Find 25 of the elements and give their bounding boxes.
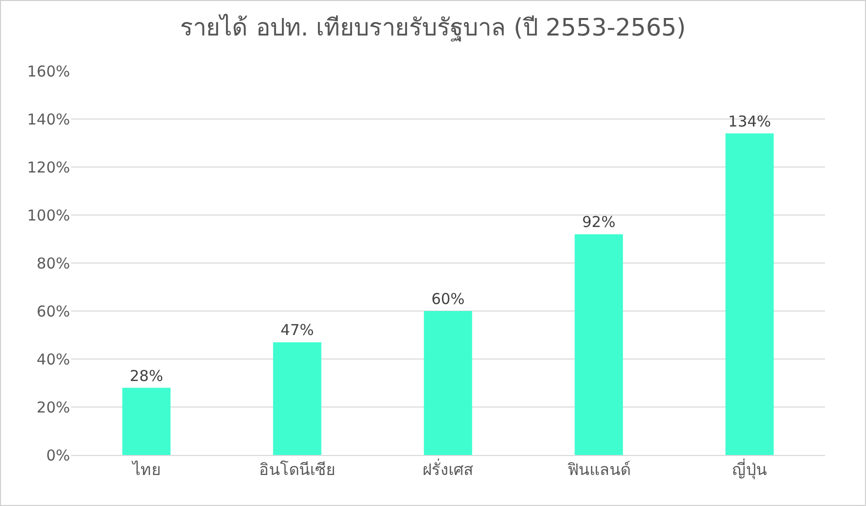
bar xyxy=(574,234,623,455)
data-label: 60% xyxy=(431,290,465,308)
x-tick-label: ฝรั่งเศส xyxy=(422,458,474,480)
x-tick-label: ญี่ปุ่น xyxy=(732,458,768,480)
x-tick-label: อินโดนีเซีย xyxy=(259,460,336,480)
y-tick-label: 60% xyxy=(36,302,70,320)
y-tick-label: 120% xyxy=(27,158,70,176)
y-tick-label: 20% xyxy=(36,398,70,416)
x-tick-label: ไทย xyxy=(130,460,160,480)
y-tick-label: 0% xyxy=(46,446,70,464)
y-tick-label: 160% xyxy=(27,62,70,80)
bar xyxy=(424,311,472,455)
y-tick-label: 40% xyxy=(36,350,70,368)
data-label: 47% xyxy=(280,321,314,340)
data-label: 92% xyxy=(582,213,616,232)
bar xyxy=(273,342,322,455)
y-tick-label: 140% xyxy=(27,110,70,128)
data-label: 134% xyxy=(728,112,772,130)
y-tick-label: 100% xyxy=(27,206,70,224)
x-tick-label: ฟินแลนด์ xyxy=(567,460,630,480)
data-label: 28% xyxy=(130,366,164,385)
chart-title: รายได้ อปท. เทียบรายรับรัฐบาล (ปี 2553-2565) xyxy=(180,13,686,42)
y-tick-label: 80% xyxy=(36,254,70,272)
bar xyxy=(725,133,774,455)
bar xyxy=(122,388,171,455)
